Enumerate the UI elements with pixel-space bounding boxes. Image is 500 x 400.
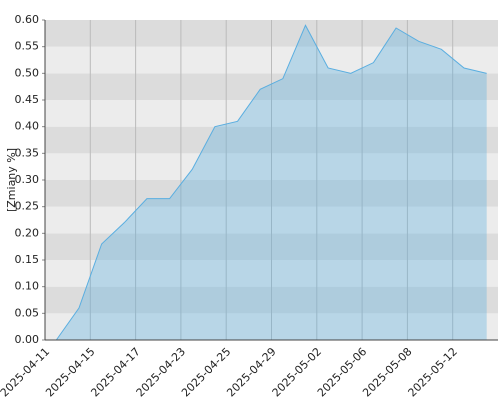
y-tick-label: 0.25 (15, 200, 40, 213)
x-tick-label: 2025-05-12 (406, 345, 460, 399)
y-axis-label: [Zmiany %] (5, 148, 18, 212)
y-tick-label: 0.50 (15, 66, 40, 79)
y-tick-label: 0.30 (15, 173, 40, 186)
area-line (55, 24, 487, 341)
y-tick-label: 0.60 (15, 13, 40, 26)
y-tick-label: 0.15 (15, 253, 40, 266)
y-tick-label: 0.05 (15, 306, 40, 319)
y-tick-label: 0.40 (15, 120, 40, 133)
area (56, 25, 487, 340)
y-tick-label: 0.55 (15, 40, 40, 53)
y-tick-label: 0.10 (15, 280, 40, 293)
y-tick-label: 0.00 (15, 333, 40, 346)
y-tick-label: 0.45 (15, 93, 40, 106)
y-tick-label: 0.35 (15, 146, 40, 159)
y-tick-label: 0.20 (15, 226, 40, 239)
